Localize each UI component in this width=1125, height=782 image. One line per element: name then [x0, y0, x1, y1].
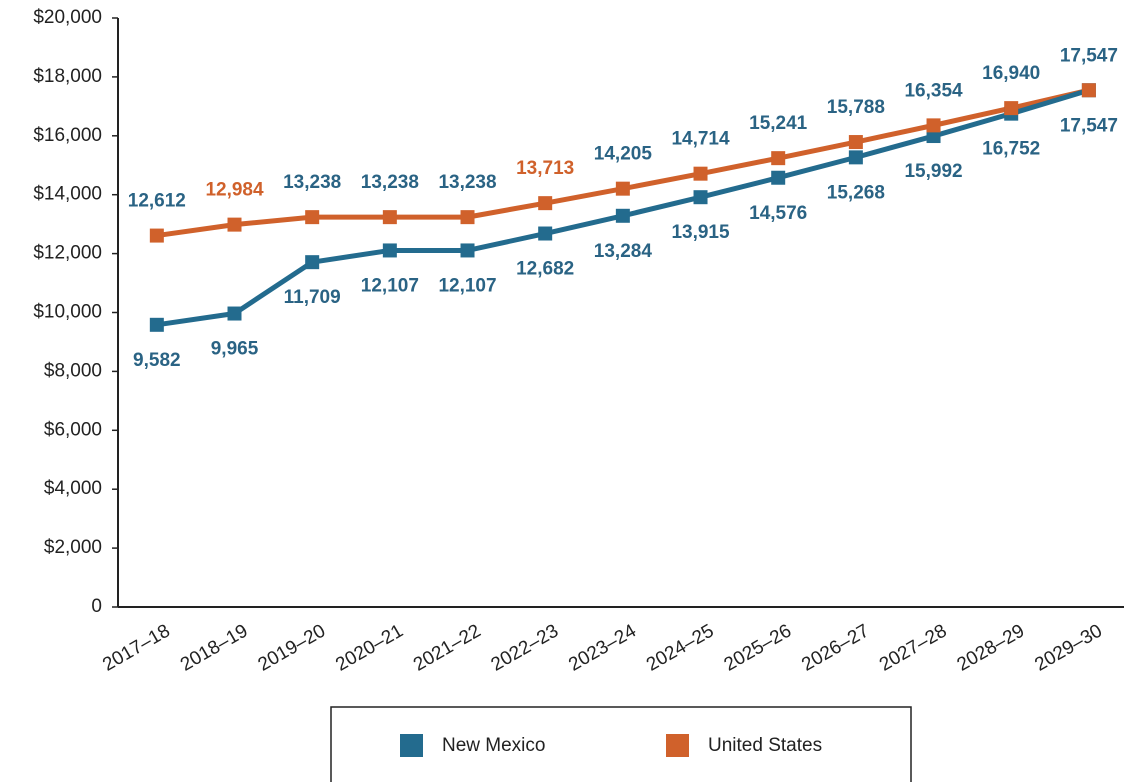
data-label: 14,576 [749, 203, 807, 224]
data-label: 13,238 [361, 172, 419, 193]
data-label: 12,682 [516, 259, 574, 280]
x-tick-label: 2018–19 [177, 620, 252, 675]
data-label: 16,940 [982, 63, 1040, 84]
marker [227, 306, 242, 321]
y-tick-label: $14,000 [33, 184, 102, 205]
x-tick-label: 2023–24 [565, 620, 640, 675]
data-label: 13,915 [671, 222, 730, 243]
marker [149, 228, 164, 243]
y-tick-label: $16,000 [33, 125, 102, 146]
marker [538, 196, 553, 211]
data-label: 14,714 [671, 129, 730, 150]
x-tick-label: 2020–21 [332, 620, 407, 675]
marker [305, 210, 320, 225]
x-tick-label: 2029–30 [1031, 620, 1106, 675]
data-label: 11,709 [284, 287, 341, 308]
legend-label: New Mexico [442, 735, 545, 756]
y-tick-label: $8,000 [44, 360, 102, 381]
marker [227, 217, 242, 232]
legend-swatch [400, 734, 423, 757]
data-label: 12,107 [361, 275, 419, 296]
marker [848, 135, 863, 150]
x-tick-label: 2021–22 [410, 620, 485, 675]
x-tick-label: 2024–25 [643, 620, 718, 675]
marker [615, 208, 630, 223]
marker [693, 190, 708, 205]
data-label: 13,284 [594, 241, 653, 262]
marker [460, 210, 475, 225]
data-label: 13,238 [283, 172, 341, 193]
y-tick-label: $18,000 [33, 66, 102, 87]
data-label: 15,268 [827, 182, 885, 203]
marker [693, 166, 708, 181]
data-label: 17,547 [1060, 115, 1118, 136]
data-label: 13,238 [438, 172, 496, 193]
marker [1081, 83, 1096, 98]
legend-box [330, 706, 912, 782]
data-label: 16,752 [982, 139, 1040, 160]
data-label: 12,107 [438, 275, 496, 296]
marker [382, 243, 397, 258]
y-tick-label: $12,000 [33, 243, 102, 264]
marker [848, 150, 863, 165]
marker [615, 181, 630, 196]
data-label: 13,713 [516, 158, 574, 179]
legend-swatch [666, 734, 689, 757]
marker [460, 243, 475, 258]
marker [149, 317, 164, 332]
data-label: 15,241 [749, 113, 808, 134]
y-tick-label: $6,000 [44, 419, 102, 440]
data-label: 14,205 [594, 144, 653, 165]
x-tick-label: 2022–23 [488, 620, 563, 675]
data-label: 16,354 [904, 80, 963, 101]
data-label: 12,612 [128, 191, 186, 212]
x-tick-label: 2019–20 [255, 620, 330, 675]
legend-label: United States [708, 735, 822, 756]
x-tick-label: 2028–29 [954, 620, 1029, 675]
x-tick-label: 2027–28 [876, 620, 951, 675]
y-tick-label: $2,000 [44, 537, 102, 558]
marker [771, 170, 786, 185]
data-label: 9,965 [211, 339, 259, 360]
x-tick-label: 2017–18 [99, 620, 174, 675]
data-label: 12,984 [205, 180, 264, 201]
marker [382, 210, 397, 225]
x-tick-label: 2025–26 [721, 620, 796, 675]
x-tick-label: 2026–27 [798, 620, 873, 675]
data-label: 15,992 [904, 161, 962, 182]
marker [926, 129, 941, 144]
marker [538, 226, 553, 241]
marker [926, 118, 941, 133]
data-label: 15,788 [827, 97, 885, 118]
marker [771, 151, 786, 166]
y-tick-label: $20,000 [33, 7, 102, 28]
data-label: 9,582 [133, 350, 181, 371]
marker [1004, 101, 1019, 116]
y-tick-label: 0 [91, 596, 102, 617]
marker [305, 255, 320, 270]
y-tick-label: $10,000 [33, 302, 102, 323]
data-label: 17,547 [1060, 45, 1118, 66]
y-tick-label: $4,000 [44, 478, 102, 499]
